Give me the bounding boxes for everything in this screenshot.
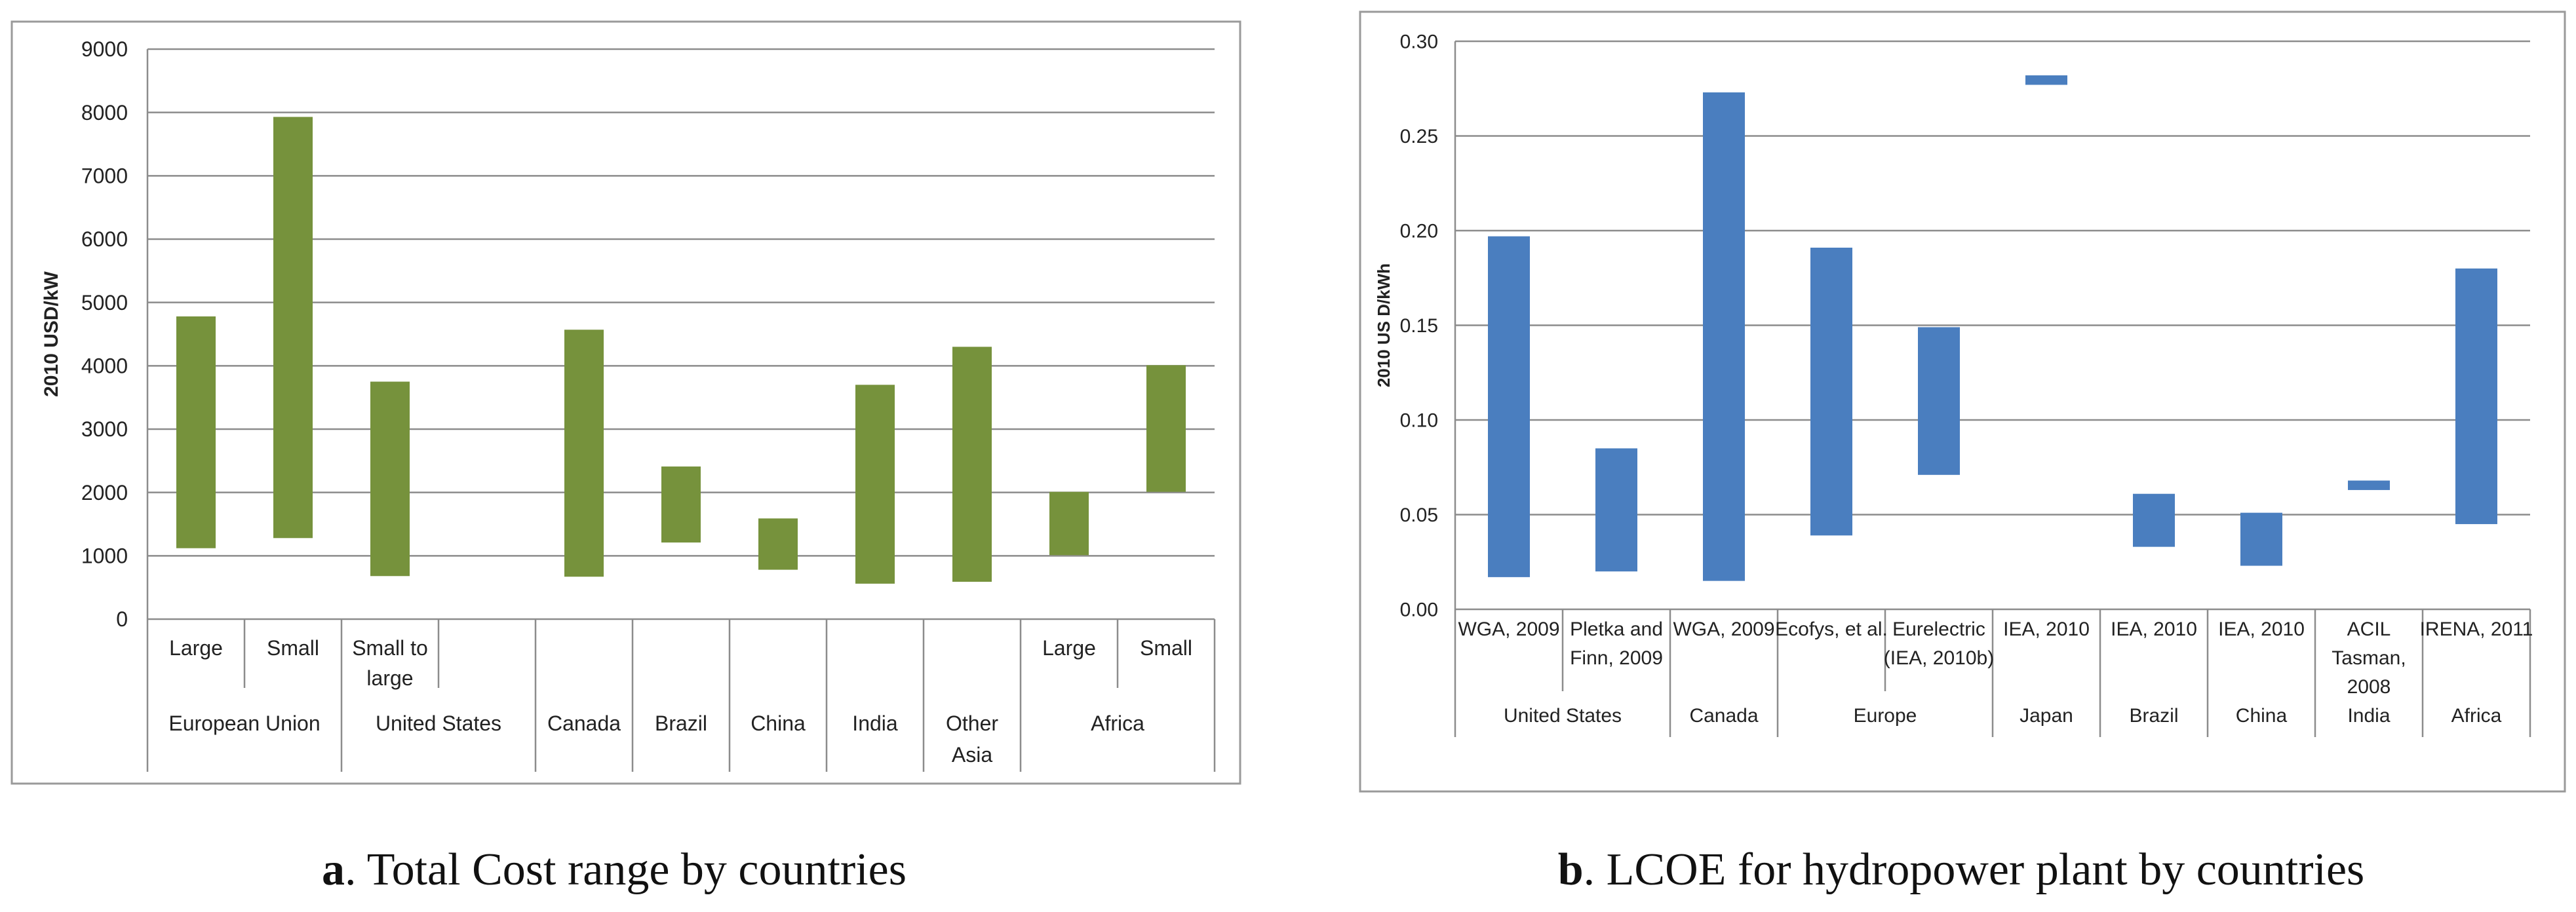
chart-a-group-label: Canada bbox=[547, 712, 621, 735]
chart-b-category-label: WGA, 2009 bbox=[1458, 618, 1559, 640]
chart-b-category-label: WGA, 2009 bbox=[1673, 618, 1774, 640]
chart-a-group-label: Asia bbox=[952, 743, 992, 767]
chart-b-range-bar bbox=[2240, 512, 2282, 566]
chart-a-range-bar bbox=[176, 316, 216, 548]
chart-a-range-bar bbox=[1049, 491, 1089, 556]
caption-a-text: . Total Cost range by countries bbox=[345, 845, 907, 895]
chart-b-ytick-label: 0.15 bbox=[1400, 315, 1438, 337]
chart-b-category-label: (IEA, 2010b) bbox=[1884, 647, 1994, 669]
chart-b-range-bar bbox=[1488, 236, 1530, 577]
chart-a-ytick-label: 8000 bbox=[81, 101, 128, 124]
chart-b-category-label: IRENA, 2011 bbox=[2420, 618, 2533, 640]
caption-a: a. Total Cost range by countries bbox=[322, 845, 907, 895]
caption-a-letter: a bbox=[322, 845, 345, 895]
chart-b-category-label: IEA, 2010 bbox=[2218, 618, 2305, 640]
caption-b: b. LCOE for hydropower plant by countrie… bbox=[1558, 845, 2365, 895]
chart-b-category-label: ACIL bbox=[2347, 618, 2391, 640]
chart-b-group-label: Africa bbox=[2451, 705, 2502, 727]
panel-a-frame bbox=[10, 20, 1241, 785]
chart-b-group-label: China bbox=[2236, 705, 2288, 727]
chart-a-category-label: Large bbox=[169, 636, 223, 660]
chart-a-range-bar bbox=[855, 385, 895, 584]
chart-a-ytick-label: 7000 bbox=[81, 164, 128, 188]
chart-b-category-label: Pletka and bbox=[1570, 618, 1663, 640]
chart-b-ytick-label: 0.25 bbox=[1400, 126, 1438, 147]
chart-b-category-label: IEA, 2010 bbox=[2111, 618, 2197, 640]
chart-a-group-label: European Union bbox=[168, 712, 320, 735]
chart-b-group-label: Japan bbox=[2020, 705, 2073, 727]
chart-b-ytick-label: 0.20 bbox=[1400, 221, 1438, 242]
chart-a-ytick-label: 0 bbox=[116, 607, 128, 631]
chart-a-range-bar bbox=[564, 330, 604, 577]
chart-a-range-bar bbox=[758, 518, 798, 570]
chart-b-category-label: Ecofys, et al. bbox=[1775, 618, 1888, 640]
chart-a-category-label: Small bbox=[1140, 636, 1192, 660]
chart-a-category-label: Small to bbox=[352, 636, 428, 660]
chart-a-ytick-label: 3000 bbox=[81, 417, 128, 441]
chart-a-group-label: Other bbox=[946, 712, 998, 735]
chart-b-range-bar bbox=[1810, 248, 1852, 536]
panel-b-frame bbox=[1359, 10, 2566, 793]
chart-b-range-bar bbox=[2348, 480, 2390, 490]
chart-b-ytick-label: 0.30 bbox=[1400, 31, 1438, 53]
chart-a-ytick-label: 2000 bbox=[81, 481, 128, 504]
chart-b-category-label: Tasman, bbox=[2332, 647, 2406, 669]
chart-b-category-label: Eurelectric bbox=[1892, 618, 1985, 640]
chart-b-group-label: Brazil bbox=[2129, 705, 2178, 727]
chart-b-range-bar bbox=[1703, 92, 1745, 581]
chart-a-group-label: Africa bbox=[1091, 712, 1144, 735]
chart-b-range-bar bbox=[1918, 327, 1960, 475]
chart-a-group-label: India bbox=[852, 712, 898, 735]
chart-a-category-label: large bbox=[366, 666, 413, 690]
chart-a-ytick-label: 1000 bbox=[81, 544, 128, 568]
chart-a-group-label: United States bbox=[376, 712, 501, 735]
chart-b-category-label: IEA, 2010 bbox=[2003, 618, 2090, 640]
chart-b-group-label: United States bbox=[1504, 705, 1622, 727]
chart-a-ytick-label: 4000 bbox=[81, 354, 128, 378]
chart-a-y-axis-title: 2010 USD/kW bbox=[41, 271, 62, 396]
chart-b-range-bar bbox=[2025, 75, 2067, 85]
chart-a-ytick-label: 6000 bbox=[81, 227, 128, 251]
chart-b-group-label: Canada bbox=[1689, 705, 1758, 727]
chart-a-group-label: Brazil bbox=[655, 712, 707, 735]
chart-a: 0 1000 2000 3000 4000 5000 6000 7000 8000 9000 201… bbox=[41, 37, 1216, 772]
chart-a-range-bar bbox=[273, 117, 313, 539]
chart-b-category-label: Finn, 2009 bbox=[1570, 647, 1663, 669]
chart-a-group-label: China bbox=[751, 712, 806, 735]
chart-b-group-label: Europe bbox=[1854, 705, 1917, 727]
chart-b-range-bar bbox=[2455, 268, 2497, 524]
chart-b-category-label: 2008 bbox=[2347, 676, 2391, 698]
chart-a-ytick-label: 5000 bbox=[81, 291, 128, 314]
chart-a-category-label: Small bbox=[267, 636, 319, 660]
chart-b-range-bar bbox=[1595, 448, 1637, 572]
chart-b-ytick-label: 0.10 bbox=[1400, 410, 1438, 432]
chart-a-category-label: Large bbox=[1042, 636, 1096, 660]
chart-b-group-label: India bbox=[2347, 705, 2390, 727]
chart-a-ytick-label: 9000 bbox=[81, 37, 128, 61]
caption-b-letter: b bbox=[1558, 845, 1584, 895]
caption-b-text: . LCOE for hydropower plant by countries bbox=[1584, 845, 2365, 895]
chart-b-y-axis-title: 2010 US D/kWh bbox=[1374, 263, 1394, 387]
chart-b: 0.00 0.05 0.10 0.15 0.20 0.25 0.30 2010 US D/kW… bbox=[1374, 31, 2533, 737]
chart-b-range-bar bbox=[2133, 493, 2175, 547]
chart-a-range-bar bbox=[661, 466, 701, 543]
chart-a-range-bar bbox=[1146, 365, 1186, 492]
chart-a-range-bar bbox=[370, 381, 410, 577]
chart-b-ytick-label: 0.00 bbox=[1400, 599, 1438, 621]
chart-a-range-bar bbox=[952, 347, 992, 582]
chart-b-ytick-label: 0.05 bbox=[1400, 504, 1438, 526]
